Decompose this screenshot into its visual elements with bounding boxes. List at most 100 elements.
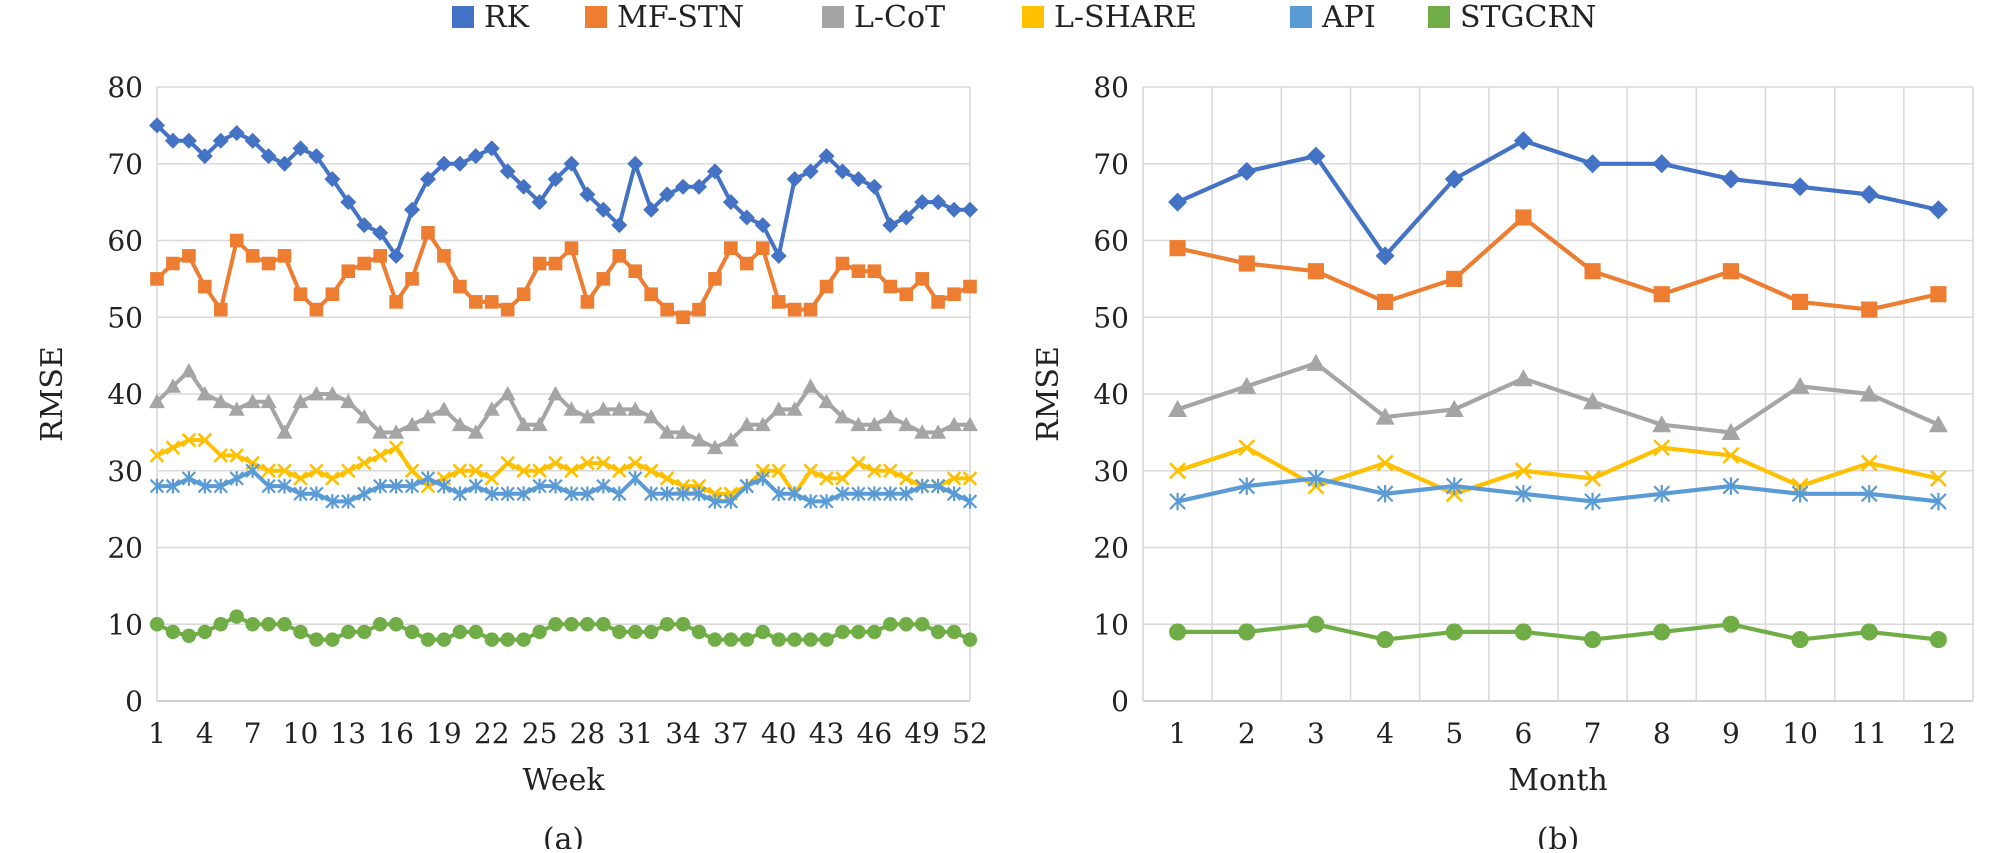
panel-b-point-l-share: [1722, 446, 1740, 464]
panel-b-series-line-api: [1177, 476, 1939, 504]
panel-a-point-stgcrn: [357, 624, 372, 640]
panel-a-point-api: [819, 494, 834, 509]
panel-a-point-mf-stn: [724, 241, 738, 255]
panel-b-point-l-cot: [1306, 353, 1326, 371]
panel-a-point-l-cot: [324, 386, 341, 401]
panel-a-point-rk: [435, 155, 452, 172]
panel-a-point-api: [149, 478, 165, 494]
panel-a-point-l-cot: [770, 401, 787, 416]
panel-a-point-api: [388, 478, 404, 494]
panel-a-point-stgcrn: [484, 632, 499, 647]
panel-a-point-mf-stn: [931, 295, 945, 309]
panel-a-x-tick-label: 49: [904, 717, 940, 750]
panel-a-point-rk: [691, 178, 707, 195]
panel-b-point-stgcrn: [1169, 623, 1187, 641]
panel-b-point-stgcrn: [1791, 631, 1809, 649]
panel-a-point-mf-stn: [484, 295, 499, 309]
panel-a-x-tick-label: 10: [283, 717, 319, 750]
panel-a-x-tick-label: 7: [244, 717, 262, 750]
panel-a-point-l-cot: [850, 416, 867, 432]
panel-a-point-rk: [467, 148, 484, 165]
panel-a-point-mf-stn: [309, 302, 324, 317]
panel-a-point-rk: [228, 125, 245, 142]
panel-b-x-tick-label: 6: [1515, 717, 1533, 750]
panel-a-series-l-cot: [149, 362, 978, 455]
panel-b-point-mf-stn: [1307, 263, 1324, 280]
panel-a-point-mf-stn: [867, 264, 882, 278]
panel-b-point-mf-stn: [1792, 293, 1809, 310]
legend-label-mf-stn: MF-STN: [617, 0, 744, 35]
panel-a-point-api: [883, 486, 898, 502]
panel-a-point-l-cot: [611, 401, 628, 416]
panel-a-point-stgcrn: [564, 617, 579, 632]
panel-a-x-tick-label: 19: [426, 717, 462, 750]
panel-a-point-api: [341, 494, 356, 509]
panel-a-point-stgcrn: [261, 617, 276, 632]
panel-a-point-stgcrn: [899, 617, 914, 632]
panel-a-point-mf-stn: [580, 295, 595, 309]
panel-b-y-tick-label: 40: [1093, 378, 1129, 411]
legend-label-rk: RK: [484, 0, 530, 35]
panel-b-y-tick-label: 70: [1093, 148, 1129, 181]
panel-a-point-stgcrn: [436, 632, 452, 647]
panel-a-point-rk: [244, 132, 261, 149]
panel-a-point-mf-stn: [437, 249, 451, 263]
panel-b-point-api: [1860, 485, 1878, 503]
panel-a-point-mf-stn: [740, 256, 754, 271]
panel-a-x-tick-label: 4: [196, 717, 214, 750]
panel-a-point-stgcrn: [628, 624, 643, 640]
panel-a-point-l-share: [516, 463, 531, 479]
panel-a-point-api: [899, 486, 914, 502]
panel-a-point-l-share: [293, 471, 308, 486]
panel-a-point-l-cot: [675, 424, 692, 439]
panel-a-point-l-cot: [531, 416, 548, 432]
panel-a-point-stgcrn: [165, 624, 181, 640]
panel-a-point-mf-stn: [628, 264, 643, 278]
panel-a-point-api: [165, 478, 181, 494]
panel-a-point-l-share: [468, 463, 484, 479]
legend-label-l-cot: L-CoT: [854, 0, 945, 35]
panel-a-point-mf-stn: [213, 302, 228, 317]
panel-b-series-line-mf-stn: [1177, 215, 1939, 312]
panel-a-point-api: [643, 486, 659, 502]
panel-a-point-l-cot: [914, 424, 931, 439]
panel-a-series-line-l-cot: [155, 369, 970, 450]
panel-a-x-tick-label: 40: [761, 717, 797, 750]
panel-b-point-rk: [1375, 246, 1395, 266]
panel-b-point-l-share: [1238, 439, 1256, 457]
panel-b-point-stgcrn: [1238, 623, 1256, 641]
panel-a-point-rk: [675, 178, 692, 195]
panel-a-y-axis-title: RMSE: [35, 346, 70, 442]
panel-a-point-rk: [611, 217, 628, 234]
panel-b-point-stgcrn: [1929, 631, 1947, 649]
panel-a-x-tick-label: 22: [474, 717, 510, 750]
panel-a-point-mf-stn: [755, 241, 770, 255]
panel-a-point-stgcrn: [325, 632, 340, 647]
panel-a-point-l-share: [149, 448, 165, 463]
panel-a-point-rk: [451, 155, 468, 172]
panel-b-point-api: [1169, 492, 1186, 511]
panel-a-point-l-share: [835, 471, 850, 486]
panel-b-series-line-stgcrn: [1177, 622, 1939, 642]
panel-a-point-stgcrn: [883, 617, 898, 632]
panel-a-point-l-share: [596, 455, 611, 471]
panel-b-y-tick-label: 10: [1093, 608, 1129, 641]
panel-a-point-l-cot: [946, 416, 963, 432]
panel-b-series-mf-stn: [1169, 209, 1947, 318]
panel-a-point-stgcrn: [675, 617, 691, 632]
panel-b-point-api: [1722, 477, 1740, 495]
panel-a-point-api: [580, 486, 595, 502]
panel-a-point-l-cot: [898, 416, 915, 432]
panel-a-point-rk: [770, 247, 787, 264]
panel-a-x-tick-label: 34: [665, 717, 701, 750]
panel-a-point-rk: [706, 163, 723, 180]
panel-b-point-l-cot: [1652, 415, 1672, 433]
panel-a-point-mf-stn: [166, 256, 180, 271]
chart-panel-a: 0 10 20 30 40 50 60 70 80 1 4 7 10 13 16 19 22 25 28 31 34 37…: [35, 71, 988, 853]
panel-a-y-tick-label: 0: [125, 685, 143, 718]
panel-b-point-stgcrn: [1722, 615, 1740, 633]
panel-a-point-stgcrn: [420, 632, 436, 647]
panel-a-point-api: [372, 478, 388, 494]
panel-b-series-api: [1169, 469, 1947, 511]
panel-a-point-rk: [356, 217, 373, 234]
